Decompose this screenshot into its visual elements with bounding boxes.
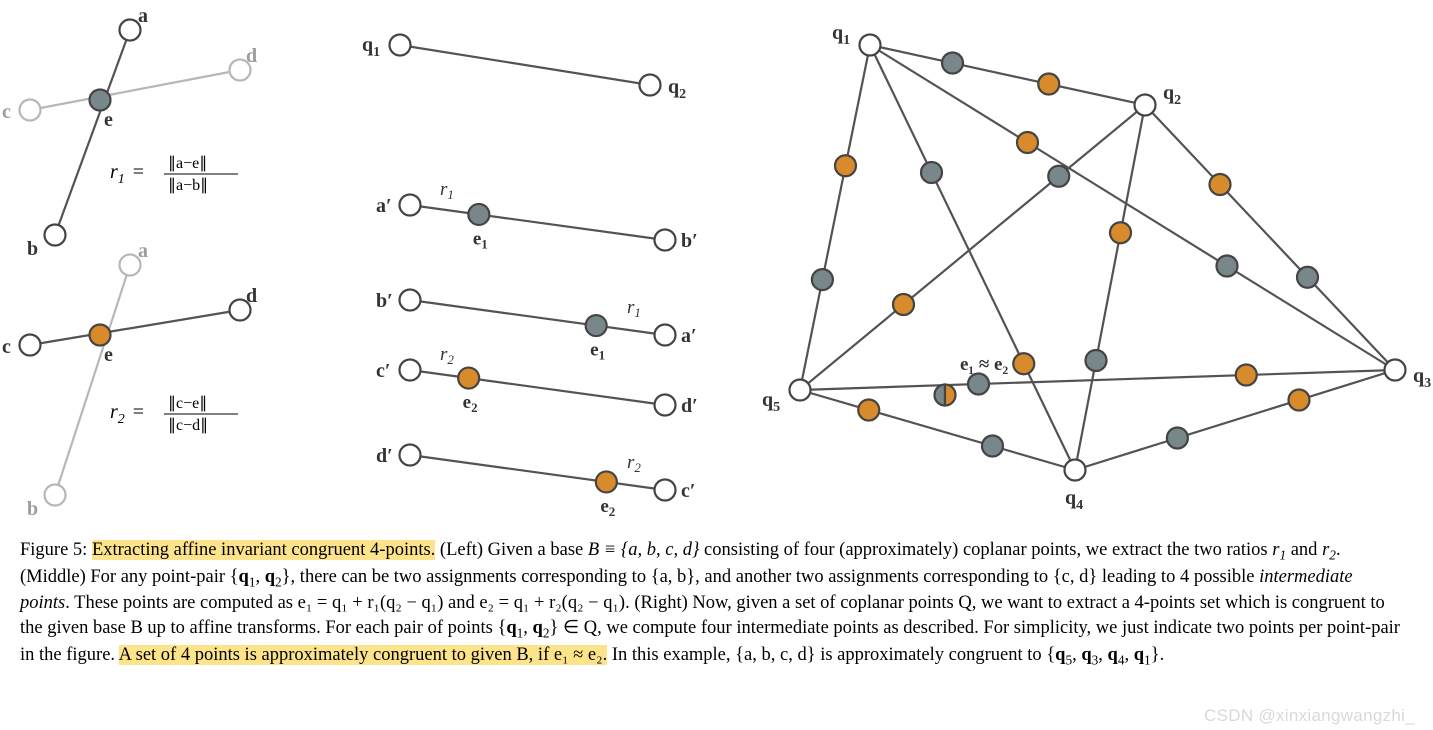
svg-text:d′: d′	[376, 445, 393, 467]
svg-text:a: a	[138, 240, 148, 262]
svg-text:q1: q1	[832, 22, 850, 48]
svg-text:q1: q1	[362, 34, 380, 60]
figure-area: a b c d e r1= ∥a−e∥ ∥a−b∥ a b c d e r2= ∥c−e∥ ∥c−d∥ q1 q2…	[0, 0, 1433, 520]
svg-text:q2: q2	[668, 76, 686, 102]
svg-text:∥c−d∥: ∥c−d∥	[168, 417, 208, 434]
svg-text:c: c	[2, 101, 11, 123]
figure-svg: a b c d e r1= ∥a−e∥ ∥a−b∥ a b c d e r2= ∥c−e∥ ∥c−d∥ q1 q2…	[0, 0, 1433, 520]
svg-text:e: e	[104, 344, 113, 366]
svg-text:r2: r2	[440, 344, 454, 367]
watermark: CSDN @xinxiangwangzhi_	[1204, 706, 1415, 726]
svg-text:a′: a′	[376, 195, 392, 217]
svg-text:∥c−e∥: ∥c−e∥	[168, 395, 207, 412]
svg-text:q3: q3	[1413, 365, 1431, 391]
svg-text:a′: a′	[681, 325, 697, 347]
svg-text:d′: d′	[681, 395, 698, 417]
svg-text:e1: e1	[590, 340, 605, 363]
svg-text:a: a	[138, 5, 148, 27]
svg-text:b′: b′	[376, 290, 393, 312]
svg-text:d: d	[246, 45, 257, 67]
svg-text:b: b	[27, 238, 38, 260]
svg-text:e: e	[104, 109, 113, 131]
svg-text:r1: r1	[440, 179, 454, 202]
svg-text:q4: q4	[1065, 487, 1083, 513]
caption-highlight-1: Extracting affine invariant congruent 4-…	[92, 540, 435, 560]
svg-text:d: d	[246, 285, 257, 307]
svg-text:∥a−b∥: ∥a−b∥	[168, 177, 208, 194]
svg-text:r1: r1	[627, 297, 641, 320]
svg-text:∥a−e∥: ∥a−e∥	[168, 155, 207, 172]
svg-text:r2: r2	[627, 452, 641, 475]
svg-text:c′: c′	[376, 360, 391, 382]
svg-text:e2: e2	[463, 392, 478, 415]
svg-text:e₁ ≈ e₂: e₁ ≈ e₂	[960, 354, 1008, 375]
svg-text:b′: b′	[681, 230, 698, 252]
caption-highlight-2: A set of 4 points is approximately congr…	[119, 645, 608, 665]
svg-text:e2: e2	[600, 496, 615, 519]
svg-text:q2: q2	[1163, 82, 1181, 108]
fig-label: Figure 5:	[20, 540, 92, 560]
svg-text:r1=: r1=	[110, 161, 144, 187]
svg-text:e1: e1	[473, 228, 488, 251]
svg-text:b: b	[27, 498, 38, 520]
svg-text:r2=: r2=	[110, 401, 144, 427]
figure-caption: Figure 5: Extracting affine invariant co…	[20, 538, 1403, 670]
svg-text:q5: q5	[762, 389, 780, 415]
svg-text:c: c	[2, 336, 11, 358]
svg-text:c′: c′	[681, 480, 696, 502]
